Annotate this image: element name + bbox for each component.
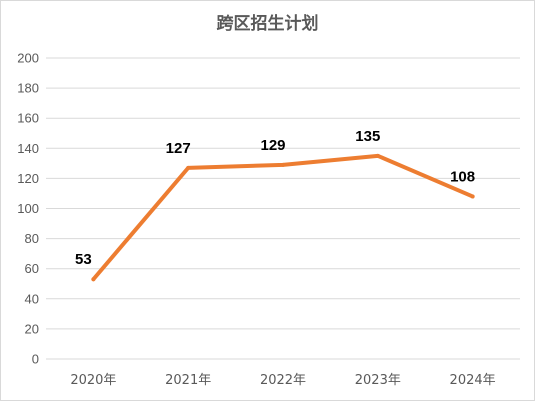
- data-label: 108: [450, 168, 475, 185]
- data-label: 129: [260, 137, 285, 154]
- data-label: 135: [355, 128, 380, 145]
- y-tick-label: 60: [25, 261, 39, 276]
- chart-title: 跨区招生计划: [216, 14, 319, 34]
- y-tick-label: 200: [17, 51, 39, 66]
- y-tick-label: 180: [17, 81, 39, 96]
- y-tick-label: 80: [25, 231, 39, 246]
- y-tick-label: 100: [17, 201, 39, 216]
- data-label: 127: [166, 140, 191, 157]
- data-point: [375, 153, 380, 158]
- data-point: [186, 165, 191, 170]
- x-tick-label: 2020年: [70, 373, 116, 388]
- data-point: [281, 162, 285, 167]
- data-label: 53: [75, 251, 92, 268]
- x-tick-label: 2022年: [260, 373, 306, 388]
- x-tick-label: 2024年: [450, 373, 496, 388]
- y-tick-label: 140: [17, 141, 39, 156]
- y-tick-label: 160: [17, 111, 39, 126]
- y-tick-label: 120: [17, 171, 39, 186]
- x-tick-label: 2021年: [165, 373, 211, 388]
- series-line: [91, 153, 475, 282]
- y-tick-label: 20: [25, 321, 39, 336]
- x-tick-label: 2023年: [355, 373, 401, 388]
- data-point: [91, 277, 96, 282]
- y-tick-label: 40: [25, 291, 39, 306]
- y-tick-label: 0: [32, 352, 39, 367]
- data-point: [470, 194, 475, 199]
